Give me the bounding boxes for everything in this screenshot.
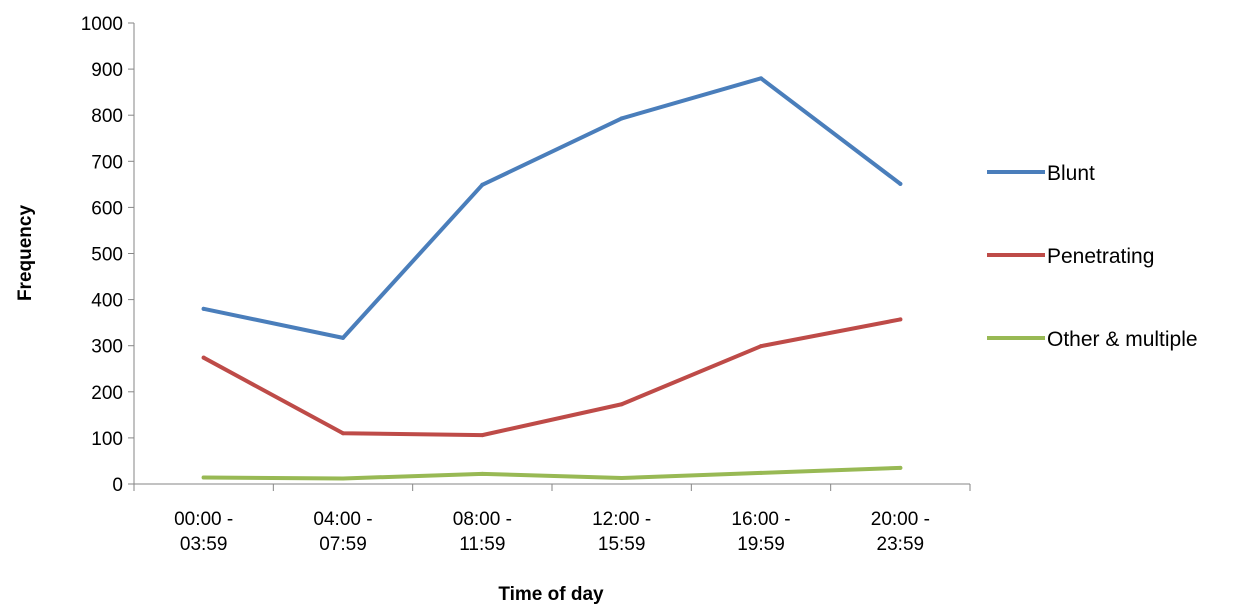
y-tick-label: 600	[91, 198, 123, 219]
data-point	[341, 476, 345, 481]
data-point	[619, 476, 624, 481]
x-tick-label: 12:00 -15:59	[592, 509, 651, 555]
data-point	[480, 471, 485, 476]
y-tick-label: 100	[91, 429, 123, 450]
data-point	[898, 317, 903, 322]
y-tick-label: 300	[91, 337, 123, 358]
x-axis: 00:00 -03:59 04:00 -07:59 08:00 -11:59 12:0…	[133, 483, 971, 555]
x-tick-label: 16:00 -19:59	[731, 509, 790, 555]
data-point	[341, 335, 345, 340]
series-group	[201, 76, 903, 481]
series-line-0	[201, 76, 903, 340]
data-point	[759, 470, 763, 475]
data-point	[201, 475, 206, 480]
legend: Blunt Penetrating Other & multiple	[987, 162, 1198, 351]
x-tick-label: 00:00 -03:59	[174, 509, 233, 555]
data-point	[759, 344, 763, 349]
data-point	[341, 431, 345, 436]
y-axis-title: Frequency	[15, 205, 36, 302]
data-point	[898, 181, 903, 186]
x-tick-label: 04:00 -07:59	[313, 509, 372, 555]
legend-label: Penetrating	[1047, 245, 1154, 268]
y-tick-label: 800	[91, 106, 123, 127]
data-point	[480, 182, 485, 187]
data-point	[201, 306, 206, 311]
x-tick-label: 08:00 -11:59	[453, 509, 512, 555]
data-point	[619, 402, 624, 407]
y-axis: 0 100 200 300 400 500 600 700 800 900 1000	[81, 14, 135, 496]
x-tick-label: 20:00 -23:59	[871, 509, 930, 555]
data-point	[898, 465, 903, 470]
series-line-1	[201, 317, 903, 438]
y-tick-label: 500	[91, 245, 123, 266]
y-tick-label: 700	[91, 152, 123, 173]
y-tick-label: 400	[91, 291, 123, 312]
legend-label: Other & multiple	[1047, 328, 1198, 351]
y-tick-label: 900	[91, 60, 123, 81]
data-point	[759, 76, 763, 81]
data-point	[201, 355, 206, 360]
y-tick-label: 1000	[81, 14, 123, 35]
legend-label: Blunt	[1047, 162, 1095, 185]
y-tick-label: 0	[112, 475, 123, 496]
series-line-2	[201, 465, 903, 481]
data-point	[480, 433, 485, 438]
y-tick-label: 200	[91, 383, 123, 404]
x-axis-title: Time of day	[498, 584, 604, 605]
data-point	[619, 116, 624, 121]
